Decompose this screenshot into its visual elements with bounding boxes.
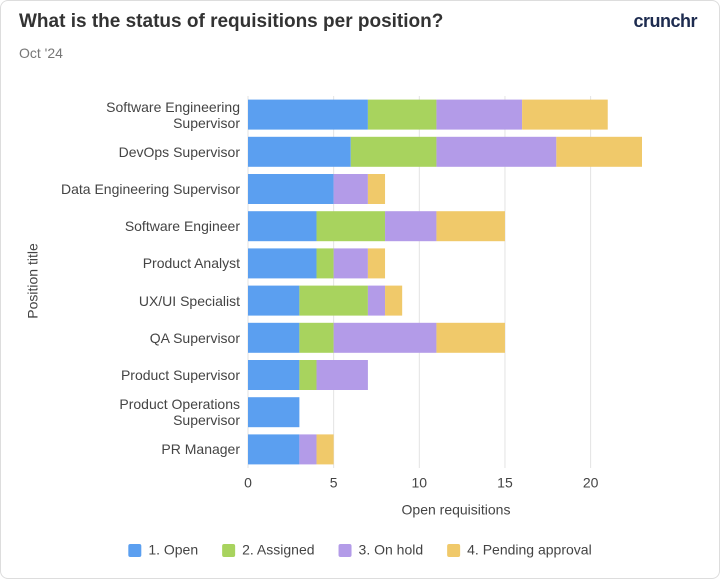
y-tick-label: Software Engineer: [124, 218, 240, 235]
bar-segment: [299, 285, 368, 316]
y-tick-label: Software Engineering Supervisor: [106, 98, 240, 131]
bar-segment: [248, 285, 300, 316]
chart-subtitle: Oct '24: [19, 45, 63, 61]
legend-label: 4. Pending approval: [467, 542, 592, 558]
chart-title: What is the status of requisitions per p…: [19, 11, 444, 32]
bar-segment: [436, 322, 505, 353]
legend-label: 2. Assigned: [242, 542, 314, 558]
bar-segment: [299, 322, 334, 353]
bar-segment: [248, 136, 351, 167]
legend-label: 3. On hold: [359, 542, 424, 558]
x-tick-label: 20: [583, 475, 599, 491]
logo: crunchr: [633, 11, 697, 31]
bar-segment: [556, 136, 642, 167]
bar-segment: [333, 174, 368, 204]
legend-label: 1. Open: [148, 542, 198, 558]
bar-segment: [248, 248, 317, 279]
bar-segment: [436, 136, 557, 167]
bar-segment: [333, 322, 437, 353]
legend: 1. Open 2. Assigned 3. On hold 4. Pending a…: [128, 542, 592, 558]
bar-segment: [316, 434, 334, 465]
bar-segment: [248, 322, 300, 353]
y-axis-label: Position title: [25, 243, 41, 319]
legend-swatch: [222, 544, 236, 557]
legend-swatch: [128, 544, 142, 557]
y-tick-label: Product Analyst: [142, 255, 240, 272]
bar-segment: [350, 136, 437, 167]
bar-segment: [436, 211, 505, 242]
bar-segment: [248, 211, 317, 242]
bar-segment: [367, 174, 386, 204]
legend-swatch: [338, 544, 352, 557]
x-tick-label: 15: [497, 475, 513, 491]
bar-segment: [385, 285, 403, 316]
bar-segment: [316, 360, 368, 390]
y-tick-label: Product Supervisor: [120, 367, 240, 383]
y-tick-label: DevOps Supervisor: [118, 143, 240, 160]
bar-segment: [248, 99, 368, 130]
bar-segment: [299, 360, 317, 390]
bar-segment: [522, 99, 608, 130]
bar-segment: [248, 434, 300, 465]
x-axis-label: Open requisitions: [402, 502, 511, 518]
bar-segment: [248, 397, 300, 428]
bar-segment: [367, 248, 386, 279]
y-tick-label: QA Supervisor: [149, 329, 240, 346]
y-tick-label: Data Engineering Supervisor: [61, 181, 240, 197]
y-tick-label: Product Operations Supervisor: [119, 396, 240, 429]
bar-segment: [333, 248, 368, 279]
bar-segment: [316, 248, 334, 279]
y-tick-label: UX/UI Specialist: [138, 292, 240, 309]
bar-segment: [367, 99, 437, 130]
bar-segment: [316, 211, 386, 242]
bar-segment: [385, 211, 437, 242]
bar-segment: [299, 434, 317, 465]
x-tick-label: 0: [244, 475, 252, 491]
bar-segment: [436, 99, 523, 130]
bar-segment: [367, 285, 386, 316]
x-tick-label: 10: [412, 475, 428, 491]
x-tick-label: 5: [330, 475, 338, 491]
legend-swatch: [447, 544, 461, 557]
bar-segment: [248, 360, 300, 390]
bar-segment: [248, 174, 334, 204]
y-tick-label: PR Manager: [161, 441, 240, 458]
